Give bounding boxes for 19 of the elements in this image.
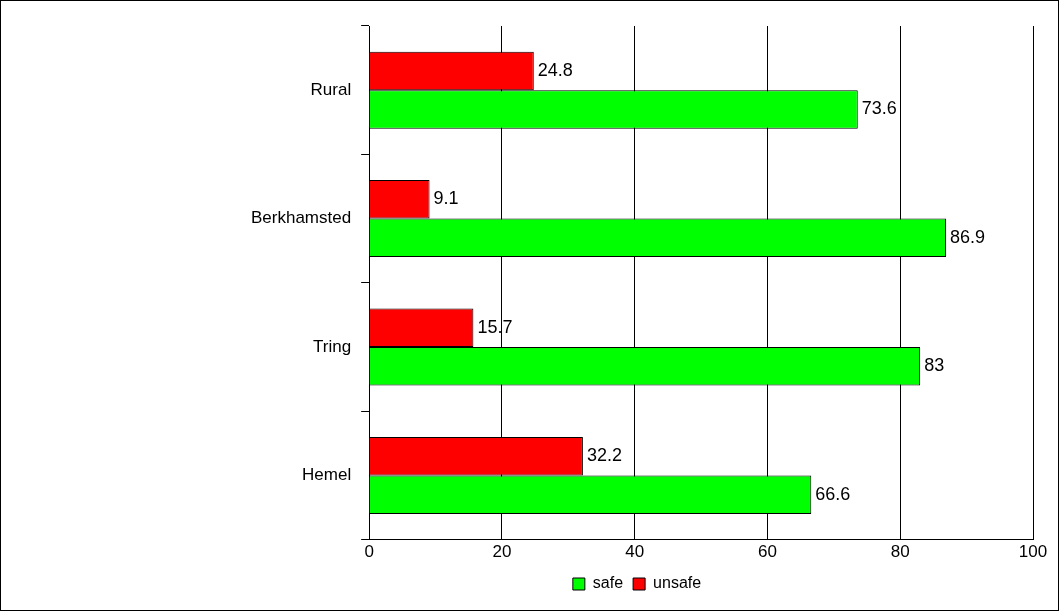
- x-tick-label: 60: [758, 542, 777, 562]
- data-label: 24.8: [537, 59, 573, 80]
- data-label: 83: [924, 355, 945, 376]
- x-tick-label: 100: [1018, 542, 1048, 562]
- data-label: 73.6: [861, 98, 897, 119]
- legend-label: unsafe: [653, 574, 702, 592]
- data-label: 86.9: [950, 226, 986, 247]
- data-label: 66.6: [815, 483, 851, 504]
- x-tick-label: 0: [364, 542, 374, 562]
- y-tick-label: Berkhamsted: [250, 208, 352, 228]
- x-tick-label: 40: [625, 542, 645, 562]
- data-label: 32.2: [586, 445, 622, 466]
- x-tick-label: 80: [890, 542, 910, 562]
- y-tick-label: Tring: [313, 336, 352, 356]
- y-tick-label: Hemel: [302, 465, 352, 485]
- legend-label: safe: [592, 574, 624, 592]
- y-tick-label: Rural: [310, 79, 352, 99]
- data-label: 9.1: [433, 188, 459, 209]
- x-tick-label: 20: [492, 542, 512, 562]
